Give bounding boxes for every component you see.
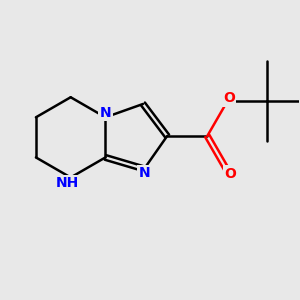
Text: N: N: [100, 106, 111, 120]
Text: O: O: [223, 91, 235, 105]
Text: NH: NH: [56, 176, 79, 190]
Text: N: N: [138, 167, 150, 180]
Text: O: O: [224, 167, 236, 181]
